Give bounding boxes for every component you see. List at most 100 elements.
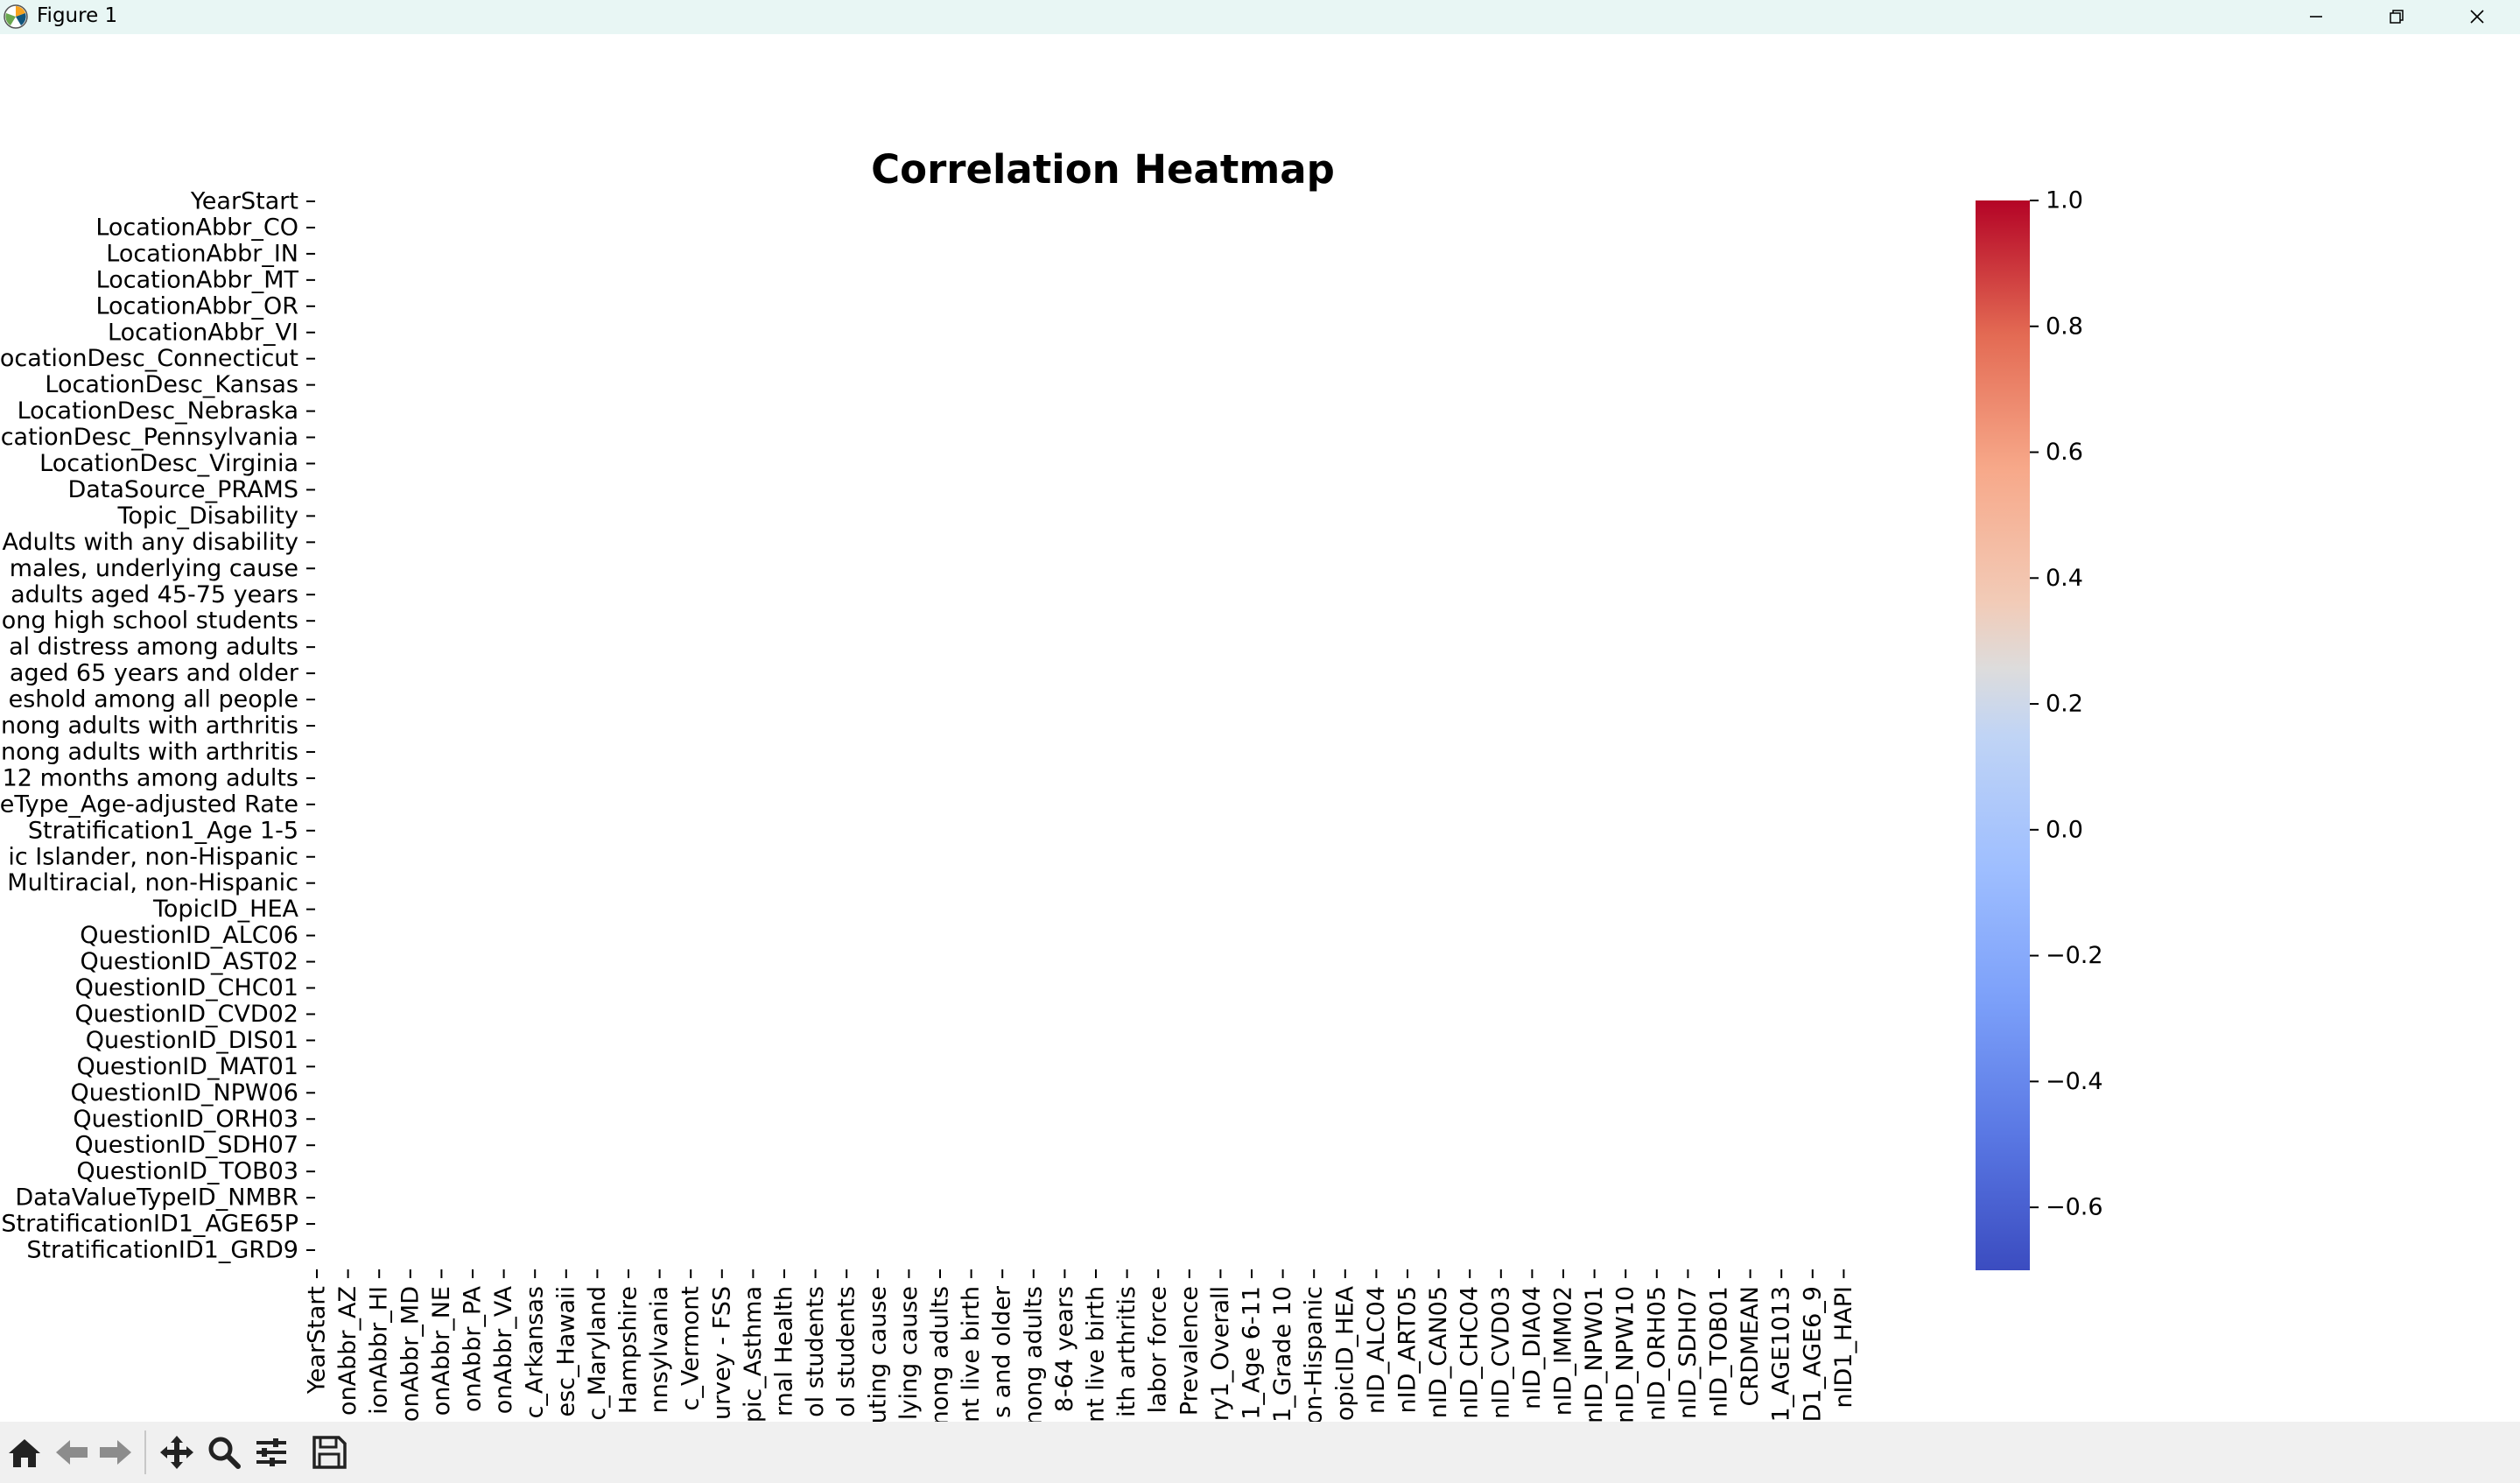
y-tick-label: Stratification1_Age 1-5 <box>28 817 298 844</box>
back-button[interactable] <box>49 1430 95 1474</box>
y-tick-label: LocationAbbr_CO <box>95 214 298 241</box>
x-tick-label: nID_NPW10 <box>1612 1286 1639 1422</box>
forward-arrow-icon <box>100 1440 131 1465</box>
x-tick-label: ol students <box>833 1286 860 1417</box>
x-tick-label: pic_Asthma <box>740 1286 767 1422</box>
x-tick-label: nID1_HAPI <box>1830 1286 1857 1409</box>
x-tick-label: s and older <box>989 1285 1016 1418</box>
y-tick-label: nong adults with arthritis <box>1 738 298 765</box>
y-tick-label: LocationDesc_Kansas <box>45 371 298 398</box>
y-tick-label: Adults with any disability <box>2 529 298 556</box>
x-tick-label: esc_Hawaii <box>552 1286 579 1417</box>
x-tick-label: nID_ART05 <box>1394 1286 1421 1413</box>
x-tick-label: nong adults <box>927 1286 954 1422</box>
y-tick-label: eshold among all people <box>9 686 298 713</box>
forward-button[interactable] <box>93 1430 138 1474</box>
zoom-button[interactable] <box>201 1430 247 1474</box>
colorbar-gradient <box>1976 200 2030 1270</box>
x-tick-label: ol students <box>802 1286 829 1417</box>
y-tick-label: DataSource_PRAMS <box>67 476 298 503</box>
y-tick-label: al distress among adults <box>9 634 298 661</box>
y-tick-label: QuestionID_SDH07 <box>74 1132 298 1159</box>
x-tick-label: ionAbbr_HI <box>366 1286 393 1415</box>
pan-button[interactable] <box>154 1430 200 1474</box>
x-tick-label: nnsylvania <box>646 1286 673 1413</box>
x-tick-label: nID_ALC04 <box>1363 1286 1390 1414</box>
y-tick-label: ong high school students <box>2 608 298 635</box>
y-tick-label: eType_Age-adjusted Rate <box>0 791 298 818</box>
x-tick-label: CRDMEAN <box>1737 1286 1764 1406</box>
y-tick-label: QuestionID_TOB03 <box>76 1158 298 1185</box>
y-tick-label: LocationDesc_Nebraska <box>18 397 298 425</box>
x-tick-label: 8-64 years <box>1051 1286 1078 1412</box>
x-tick-label: rnal Health <box>771 1286 798 1416</box>
x-tick-label: nID_TOB01 <box>1706 1286 1733 1417</box>
colorbar-tick-label: −0.6 <box>2046 1194 2103 1221</box>
x-tick-label: YearStart <box>304 1286 331 1395</box>
matplotlib-app-icon <box>4 4 28 29</box>
minimize-button[interactable] <box>2277 0 2355 34</box>
y-tick-labels: YearStartLocationAbbr_COLocationAbbr_INL… <box>0 188 315 1264</box>
pan-icon <box>160 1436 193 1469</box>
minimize-icon <box>2310 16 2322 18</box>
save-button[interactable] <box>306 1430 352 1474</box>
y-tick-label: QuestionID_DIS01 <box>86 1027 298 1054</box>
zoom-icon <box>208 1437 241 1469</box>
y-tick-label: QuestionID_MAT01 <box>76 1053 298 1080</box>
y-tick-label: QuestionID_ORH03 <box>73 1106 298 1133</box>
y-tick-label: LocationAbbr_MT <box>96 266 299 293</box>
x-tick-label: ith arthritis <box>1113 1286 1141 1417</box>
colorbar-tick-label: 0.8 <box>2046 313 2083 340</box>
x-tick-label: nt live birth <box>958 1286 985 1422</box>
x-tick-label: nID_SDH07 <box>1674 1286 1702 1419</box>
configure-subplots-button[interactable] <box>249 1430 294 1474</box>
x-tick-label: nID_CVD03 <box>1487 1286 1514 1419</box>
y-tick-label: QuestionID_AST02 <box>81 948 298 975</box>
y-tick-label: adults aged 45-75 years <box>11 581 298 608</box>
x-tick-label: onAbbr_AZ <box>334 1286 362 1416</box>
home-button[interactable] <box>2 1430 47 1474</box>
colorbar-tick-label: 1.0 <box>2046 187 2083 214</box>
x-tick-label: onAbbr_MD <box>397 1286 424 1422</box>
x-tick-label: nt live birth <box>1083 1286 1110 1422</box>
y-tick-label: LocationAbbr_VI <box>108 319 298 346</box>
y-tick-label: QuestionID_CVD02 <box>75 1001 299 1028</box>
colorbar-tick-label: 0.2 <box>2046 691 2083 718</box>
x-tick-label: 1_Age 6-11 <box>1239 1286 1266 1420</box>
y-tick-label: DataValueTypeID_NMBR <box>15 1184 298 1212</box>
x-tick-label: Prevalence <box>1176 1286 1203 1416</box>
colorbar-tick-label: 0.6 <box>2046 439 2083 466</box>
window-title: Figure 1 <box>37 4 118 27</box>
restore-button[interactable] <box>2357 0 2436 34</box>
y-tick-label: StratificationID1_AGE65P <box>1 1211 298 1238</box>
toolbar-separator <box>144 1430 146 1474</box>
window-titlebar: Figure 1 <box>0 0 2520 34</box>
figure-canvas[interactable]: Correlation Heatmap YearStart LocationAbb… <box>0 34 2520 1422</box>
y-tick-label: Multiracial, non-Hispanic <box>7 869 298 896</box>
x-tick-label: 1_Grade 10 <box>1269 1286 1296 1422</box>
colorbar: 1.0 0.8 0.6 0.4 0.2 0.0 −0.2 −0.4 −0.6 <box>1976 187 2103 1270</box>
x-tick-label: nID_NPW01 <box>1581 1286 1608 1422</box>
y-tick-label: YearStart <box>190 188 298 215</box>
home-icon <box>9 1439 40 1467</box>
x-tick-label: nID_CAN05 <box>1425 1286 1452 1418</box>
y-tick-label: nong adults with arthritis <box>1 713 298 740</box>
x-tick-label: labor force <box>1145 1286 1172 1413</box>
close-button[interactable] <box>2438 0 2516 34</box>
x-tick-label: opicID_HEA <box>1331 1285 1358 1421</box>
y-tick-label: TopicID_HEA <box>152 896 299 923</box>
x-tick-labels: YearStart onAbbr_AZ ionAbbr_HI onAbbr_MD onA… <box>304 1269 1857 1422</box>
x-tick-label: nID_ORH05 <box>1643 1286 1670 1421</box>
y-tick-label: aged 65 years and older <box>10 660 299 687</box>
y-tick-label: LocationDesc_Virginia <box>39 450 298 477</box>
back-arrow-icon <box>56 1440 88 1465</box>
colorbar-tick-label: −0.4 <box>2046 1068 2103 1095</box>
x-tick-label: onAbbr_PA <box>460 1285 487 1412</box>
x-tick-label: on-Hispanic <box>1301 1286 1328 1422</box>
x-tick-label: c_Maryland <box>584 1286 611 1421</box>
x-tick-label: 1_AGE1013 <box>1768 1286 1795 1422</box>
x-tick-label: nID_CHC04 <box>1457 1286 1484 1419</box>
y-tick-label: QuestionID_ALC06 <box>80 922 298 949</box>
y-tick-label: LocationAbbr_OR <box>95 292 298 320</box>
y-tick-label: QuestionID_NPW06 <box>70 1079 298 1107</box>
